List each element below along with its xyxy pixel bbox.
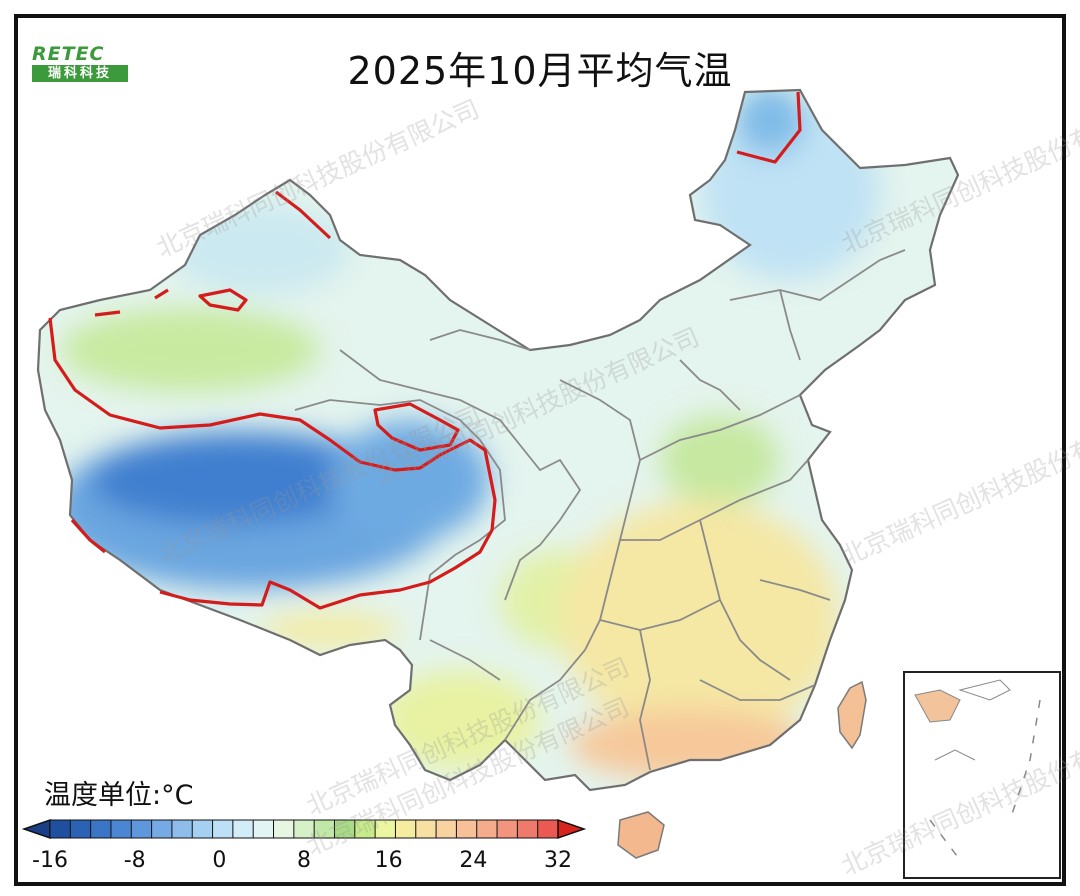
mohe-cold-zone <box>735 90 805 155</box>
legend-swatch <box>313 819 336 839</box>
legend-swatch <box>476 819 499 839</box>
legend-unit-label: 温度单位:°C <box>44 780 194 811</box>
legend-tick-label: 32 <box>544 848 572 873</box>
legend-swatch <box>394 819 417 839</box>
yunnan-zone <box>380 670 540 770</box>
legend-swatch <box>354 819 377 839</box>
legend-tick-label: -8 <box>123 848 146 873</box>
legend-tick-label: -16 <box>32 848 68 873</box>
map-title: 2025年10月平均气温 <box>347 49 733 93</box>
legend-low-arrow <box>21 818 51 840</box>
northeast-cool-zone <box>700 100 880 280</box>
tibet-core-cold-zone <box>90 435 370 525</box>
legend-swatch <box>293 819 316 839</box>
legend-swatch <box>435 819 458 839</box>
taiwan-island <box>837 680 867 750</box>
logo-brand: RETEC <box>32 43 105 65</box>
legend-swatch <box>171 819 194 839</box>
legend-tick-label: 24 <box>459 848 488 873</box>
legend-colorbar <box>21 818 587 840</box>
southern-tibet-zone <box>260 612 400 648</box>
temperature-field <box>38 90 958 859</box>
legend-swatch <box>252 819 275 839</box>
legend-swatch <box>333 819 356 839</box>
qinghai-cold-zone <box>330 420 490 540</box>
legend-swatch <box>151 819 173 839</box>
tarim-basin-warm-zone <box>60 308 320 392</box>
xinjiang-north-zone <box>170 205 350 295</box>
logo-name: 瑞科科技 <box>32 65 128 82</box>
legend-swatch <box>415 819 438 839</box>
legend-swatch <box>516 819 539 839</box>
legend-tick-label: 8 <box>297 848 311 873</box>
legend-swatch <box>496 819 519 839</box>
legend-swatch <box>537 819 559 839</box>
legend-tick-label: 16 <box>374 848 403 873</box>
legend-swatch <box>212 819 234 839</box>
hainan-island <box>617 811 665 859</box>
legend-swatch <box>90 819 112 839</box>
legend-swatch <box>69 819 92 839</box>
legend-swatch <box>110 819 133 839</box>
province-borders <box>36 88 960 792</box>
legend-swatch <box>273 819 295 839</box>
legend-high-arrow <box>557 818 587 840</box>
legend-swatch <box>232 819 255 839</box>
legend-swatch <box>455 819 478 839</box>
legend-swatch <box>130 819 153 839</box>
south-coast-hot-zone <box>570 710 810 780</box>
south-china-sea-inset <box>903 671 1061 879</box>
legend-tick-label: 0 <box>212 848 227 873</box>
retec-logo: RETEC 瑞科科技 <box>32 44 128 82</box>
southeast-warm-zone <box>560 500 840 740</box>
legend-swatch <box>374 819 397 839</box>
legend-swatch <box>191 819 214 839</box>
legend-swatch <box>49 819 72 839</box>
zero-degree-contours <box>48 91 802 610</box>
